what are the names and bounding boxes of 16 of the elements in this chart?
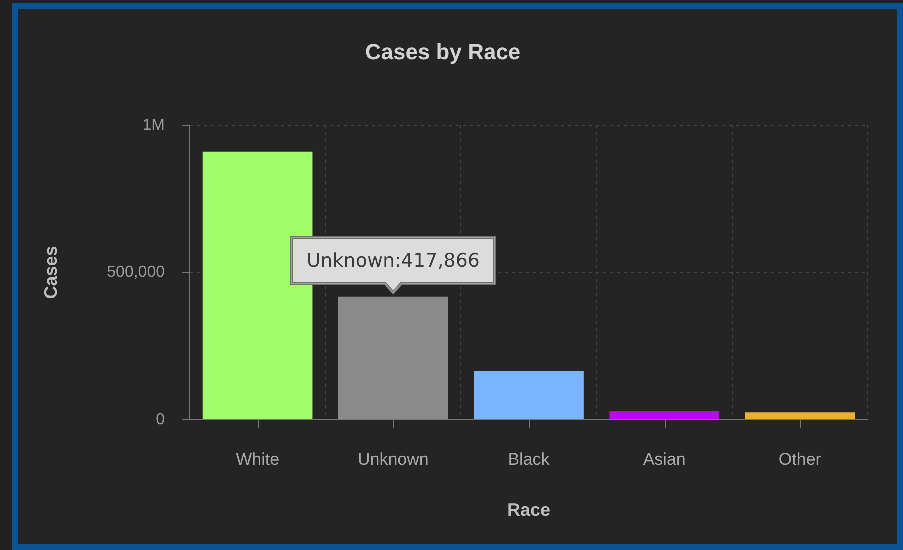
bar xyxy=(338,296,448,420)
x-tick-label: Unknown xyxy=(358,450,429,469)
x-tick-label: White xyxy=(236,450,280,469)
y-axis-title: Cases xyxy=(40,246,61,300)
bar xyxy=(745,412,856,420)
annotation: Unknown:417,866 xyxy=(306,250,480,272)
chart-title: Cases by Race xyxy=(365,39,521,64)
x-tick-label: Asian xyxy=(643,450,686,469)
y-tick-label: 500,000 xyxy=(107,264,166,282)
bar xyxy=(610,411,720,420)
y-tick-label: 1M xyxy=(142,116,165,134)
x-tick-label: Other xyxy=(778,450,822,469)
x-axis-title: Race xyxy=(507,500,551,520)
x-tick-label: Black xyxy=(508,450,550,469)
bar xyxy=(474,371,584,420)
y-tick-label: 0 xyxy=(156,411,166,428)
